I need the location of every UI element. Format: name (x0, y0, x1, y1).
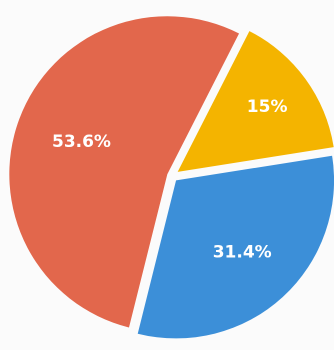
pie-slice-label: 15% (247, 97, 288, 117)
pie-slice-label: 31.4% (213, 243, 272, 263)
pie-slice (9, 16, 240, 328)
pie-slice-label: 53.6% (52, 132, 111, 152)
pie-slice (137, 155, 334, 339)
pie-slices (9, 16, 334, 339)
pie-slice (177, 31, 334, 172)
pie-labels: 15% 31.4% 53.6% (52, 97, 287, 263)
